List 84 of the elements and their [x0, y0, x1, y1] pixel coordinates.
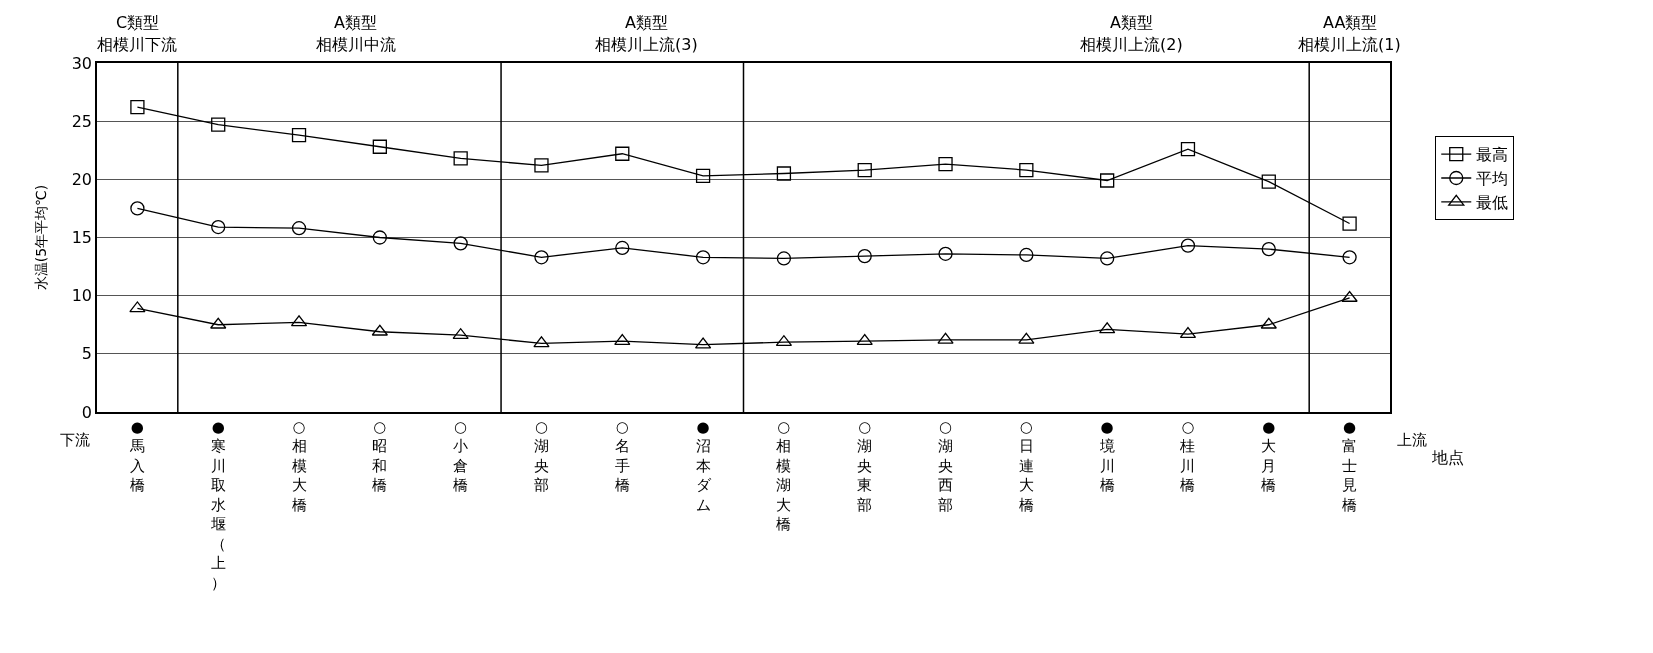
point	[857, 248, 872, 264]
legend-label: 最低	[1476, 193, 1509, 213]
point	[1261, 174, 1276, 189]
text: 相模川中流	[316, 35, 396, 54]
point	[1261, 241, 1276, 257]
y-tick-label: 30	[71, 53, 93, 73]
point	[534, 250, 549, 265]
point	[1018, 332, 1035, 344]
text: 上流	[1397, 431, 1427, 449]
point	[1019, 162, 1034, 178]
point	[1260, 317, 1277, 329]
point	[1100, 251, 1115, 266]
point	[533, 336, 550, 348]
point	[695, 250, 711, 265]
point	[615, 146, 630, 161]
point	[453, 151, 468, 166]
point	[614, 333, 631, 345]
point	[371, 324, 388, 336]
text: A類型	[334, 13, 377, 32]
point	[130, 100, 145, 115]
x-tick-label: ○昭和橋	[372, 417, 388, 495]
point	[1180, 238, 1196, 253]
x-tick-label: ●境川橋	[1098, 417, 1115, 495]
x-tick-label: ●富士見橋	[1342, 417, 1358, 514]
y-tick-label: 15	[71, 228, 93, 248]
point	[372, 230, 387, 245]
x-axis-title: 地点	[1431, 448, 1464, 467]
point	[857, 162, 872, 178]
point	[937, 332, 954, 344]
point	[615, 240, 630, 256]
text: 相模川下流	[97, 35, 177, 54]
point	[291, 221, 307, 236]
x-tick-label: ●大月橋	[1261, 417, 1277, 495]
x-tick-label: ○日連大橋	[1018, 417, 1034, 514]
y-axis-title: 水温(5年平均℃)	[32, 184, 49, 291]
x-tick-label: ○小倉橋	[453, 417, 469, 495]
text: 相模川上流(3)	[595, 35, 698, 54]
text: C類型	[116, 13, 160, 32]
text: A類型	[625, 13, 668, 32]
legend-label: 最高	[1476, 145, 1509, 165]
point	[211, 117, 226, 132]
x-tick-label: ○相模湖大橋	[776, 417, 792, 534]
point	[1341, 290, 1358, 302]
point	[938, 246, 953, 261]
point	[1019, 247, 1034, 263]
point	[1342, 216, 1357, 231]
point	[210, 317, 227, 329]
point	[130, 201, 145, 216]
y-tick-label: 10	[71, 286, 93, 306]
point	[1342, 250, 1357, 265]
point	[129, 301, 146, 313]
x-tick-label: ○名手橋	[614, 417, 630, 495]
x-tick-label: ○桂川橋	[1179, 417, 1196, 495]
point	[776, 251, 792, 266]
text: 相模川上流(1)	[1298, 35, 1401, 54]
y-tick-label: 5	[81, 344, 93, 364]
text: 相模川上流(2)	[1080, 35, 1183, 54]
y-tick-label: 20	[71, 169, 93, 189]
point	[372, 139, 387, 154]
point	[856, 333, 873, 345]
point	[695, 168, 711, 183]
x-tick-label: ●沼本ダム	[695, 417, 712, 514]
point	[453, 236, 468, 251]
legend-label: 平均	[1476, 169, 1509, 189]
text: A類型	[1110, 13, 1153, 32]
point	[938, 157, 953, 172]
x-tick-label: ●馬入橋	[128, 417, 145, 495]
x-tick-label: ○湖央東部	[857, 417, 873, 514]
x-tick-label: ○湖央部	[533, 417, 549, 495]
category-label: ●寒川取水堰（上）	[210, 417, 226, 592]
point	[1100, 173, 1115, 188]
point	[1099, 322, 1116, 334]
point	[452, 328, 469, 340]
point	[534, 158, 549, 173]
x-tick-label: ○湖央西部	[938, 417, 954, 514]
point	[291, 127, 307, 143]
text: AA類型	[1323, 13, 1378, 32]
point	[776, 166, 792, 181]
point	[211, 219, 226, 235]
point	[1180, 141, 1196, 157]
y-tick-label: 25	[71, 111, 93, 131]
text: 下流	[60, 431, 90, 449]
y-tick-label: 0	[81, 402, 93, 422]
x-tick-label: ○相模大橋	[291, 417, 307, 514]
